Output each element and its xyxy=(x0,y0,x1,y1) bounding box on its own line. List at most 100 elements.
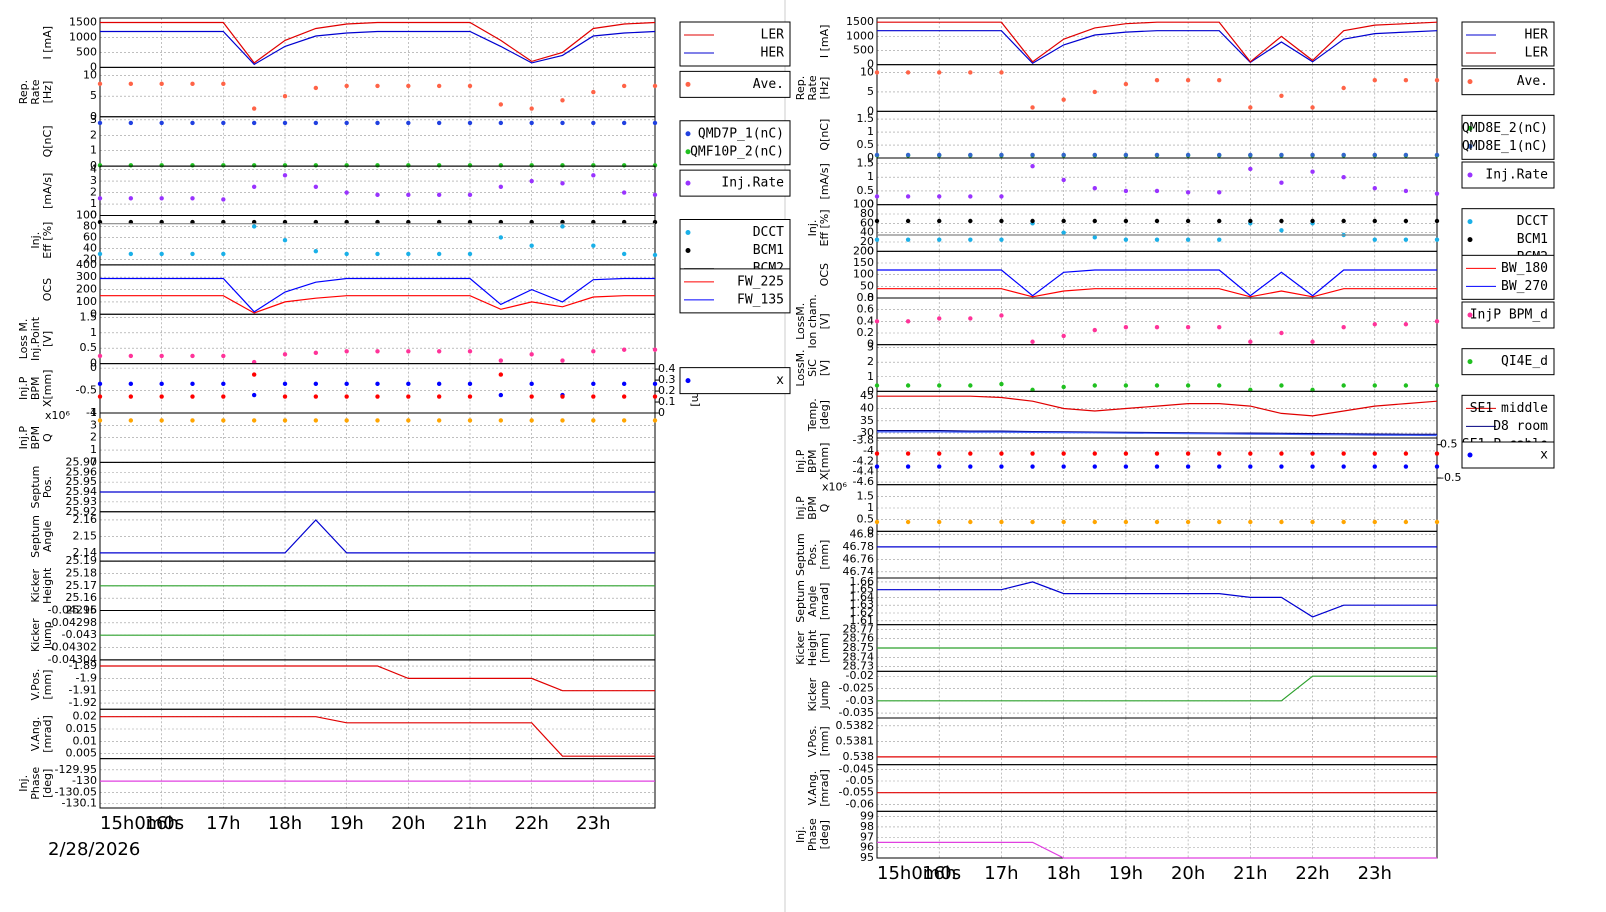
data-point xyxy=(313,163,319,168)
data-point xyxy=(874,519,880,525)
y-axis-label: LossM. xyxy=(794,303,807,340)
y-tick-label: -0.06 xyxy=(846,797,874,810)
data-point xyxy=(313,248,319,254)
data-point xyxy=(1434,78,1440,83)
y-axis-label: Inj.P xyxy=(17,376,30,400)
data-point xyxy=(1123,152,1129,158)
legend: HER LER xyxy=(1461,21,1555,67)
data-point xyxy=(251,392,257,398)
series-line xyxy=(877,581,1437,618)
y-tick-label: 0 xyxy=(867,198,874,211)
data-point xyxy=(874,194,880,199)
panel-frame xyxy=(876,110,1438,159)
data-point xyxy=(591,381,596,387)
x-tick-label: 16h xyxy=(145,813,179,834)
data-point xyxy=(221,120,226,126)
legend-marker xyxy=(685,180,691,186)
data-point xyxy=(1185,519,1191,525)
data-point xyxy=(1092,235,1097,240)
data-point xyxy=(406,394,411,399)
data-point xyxy=(937,237,942,242)
data-point xyxy=(591,173,596,178)
legend: FW_225 FW_135 xyxy=(679,268,791,314)
data-point xyxy=(1123,383,1129,388)
y-axis-label: Eff [%] xyxy=(41,222,54,259)
legend-label: BW_180 xyxy=(1501,261,1548,276)
data-point xyxy=(529,418,534,423)
y-tick-label: 2.14 xyxy=(73,546,98,559)
data-point xyxy=(190,120,195,126)
data-point xyxy=(97,196,103,201)
legend-marker xyxy=(1467,452,1473,458)
y-tick-label: -0.03 xyxy=(846,694,874,707)
data-point xyxy=(652,418,658,423)
legend-box xyxy=(1461,21,1555,67)
data-point xyxy=(621,251,627,257)
data-point xyxy=(159,120,164,126)
data-point xyxy=(560,181,565,186)
y-axis-label: X[mm] xyxy=(41,370,54,408)
y-axis-label: [V] xyxy=(818,313,831,329)
data-point xyxy=(221,381,226,387)
data-point xyxy=(1434,218,1440,224)
y-tick-label: 3 xyxy=(867,341,874,354)
data-point xyxy=(375,251,380,257)
data-point xyxy=(874,152,880,158)
y-tick-label: 1.63 xyxy=(850,598,875,611)
data-point xyxy=(1248,166,1253,172)
data-point xyxy=(1403,519,1409,525)
data-point xyxy=(1310,218,1315,224)
legend: InjP BPM_d xyxy=(1461,301,1555,329)
data-point xyxy=(905,218,911,224)
y-tick-label: 1.5 xyxy=(857,156,875,169)
panel-frame xyxy=(876,204,1438,252)
y-tick-label: 1 xyxy=(867,170,874,183)
data-point xyxy=(1061,451,1066,456)
legend-label: HER xyxy=(1525,28,1549,43)
legend-marker xyxy=(1467,172,1473,178)
y-tick-label: -130 xyxy=(72,774,97,787)
y-tick-label: 200 xyxy=(76,283,97,296)
y-axis-label: Height xyxy=(41,567,54,604)
y-tick-label: -1.9 xyxy=(76,671,97,684)
data-point xyxy=(999,237,1004,242)
y-tick-label: 99 xyxy=(860,810,874,823)
y-axis-label: Septum xyxy=(29,515,42,558)
legend-box xyxy=(1461,441,1555,469)
data-point xyxy=(1372,152,1377,158)
y-axis-label: Temp. xyxy=(806,398,819,432)
data-point xyxy=(406,349,411,354)
legend-box xyxy=(1461,348,1555,376)
data-point xyxy=(1030,339,1035,344)
y-tick-label: 0 xyxy=(867,524,874,537)
y-axis-label: Angle xyxy=(806,585,819,617)
y-tick-label: 98 xyxy=(860,820,874,833)
data-point xyxy=(251,418,257,423)
data-point xyxy=(344,83,349,89)
data-point xyxy=(1434,237,1440,242)
panel-frame xyxy=(99,313,656,365)
data-point xyxy=(968,218,973,224)
data-point xyxy=(1217,78,1222,83)
data-point xyxy=(999,70,1004,75)
y-tick-label: 0.5 xyxy=(80,341,98,354)
data-point xyxy=(621,190,627,195)
data-point xyxy=(968,152,973,158)
y-tick-label: 20 xyxy=(83,252,97,265)
data-point xyxy=(529,394,534,399)
data-point xyxy=(1341,451,1346,456)
y-tick-label: 25.94 xyxy=(66,485,98,498)
data-point xyxy=(652,192,658,198)
legend-label: DCCT xyxy=(1517,214,1548,229)
y-axis-label: Inj. xyxy=(17,775,30,792)
data-point xyxy=(1310,169,1315,174)
data-point xyxy=(282,93,288,99)
data-point xyxy=(1403,451,1409,456)
legend-label: SE1 middle xyxy=(1470,401,1548,416)
y-tick-label: 500 xyxy=(853,44,874,57)
data-point xyxy=(313,418,319,423)
data-point xyxy=(313,381,319,387)
legend-label: QI4E_d xyxy=(1501,354,1548,369)
y-tick-label: -0.5 xyxy=(76,384,97,397)
y-axis-label: [V] xyxy=(818,360,831,376)
